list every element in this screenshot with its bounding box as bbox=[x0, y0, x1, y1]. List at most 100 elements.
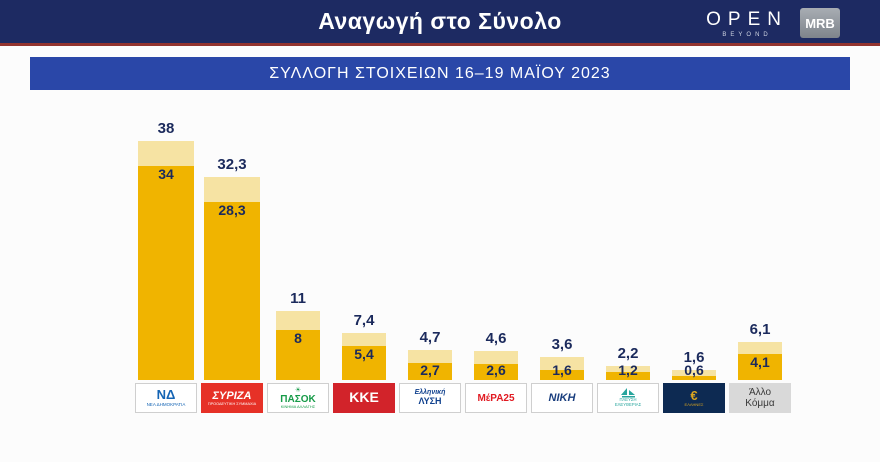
result-bar bbox=[408, 350, 452, 380]
party-logo-elliniki-lysi: Ελληνική ΛΥΣΗ bbox=[399, 383, 461, 413]
party-logo-text: ΠΛΕΥΣΗ bbox=[619, 397, 637, 403]
bar-high-segment bbox=[342, 333, 386, 346]
bar-area: 6,1 4,1 bbox=[727, 100, 793, 380]
party-logo-kke: ΚΚΕ bbox=[333, 383, 395, 413]
bar-high-segment bbox=[138, 140, 194, 166]
bar-low-label: 8 bbox=[294, 329, 302, 346]
bar-area: 3,6 1,6 bbox=[529, 100, 595, 380]
party-logo-text: ΚΙΝΗΜΑ ΑΛΛΑΓΗΣ bbox=[280, 403, 316, 409]
bar-high-segment bbox=[204, 176, 260, 202]
party-logo-niki: ΝΙΚΗ bbox=[531, 383, 593, 413]
page-title: Αναγωγή στο Σύνολο bbox=[318, 8, 562, 34]
party-logo-text: Κόμμα bbox=[745, 398, 775, 409]
party-column-nea-dimokratia: 38 34 ΝΔ ΝΕΑ ΔΗΜΟΚΡΑΤΙΑ bbox=[133, 100, 199, 415]
party-logo-text: ΚΚΕ bbox=[349, 389, 379, 406]
bar-area: 32,3 28,3 bbox=[199, 100, 265, 380]
bar-low-label: 28,3 bbox=[218, 201, 246, 218]
result-bar bbox=[540, 357, 584, 380]
bar-low-segment bbox=[138, 165, 194, 380]
bar-area: 7,4 5,4 bbox=[331, 100, 397, 380]
bar-high-label: 32,3 bbox=[217, 155, 247, 173]
bar-area: 2,2 1,2 bbox=[595, 100, 661, 380]
result-bar bbox=[474, 351, 518, 380]
party-logo-plefsi-eleftherias: ΠΛΕΥΣΗ ΕΛΕΥΘΕΡΙΑΣ bbox=[597, 383, 659, 413]
party-column-pasok: 11 8 ☀ ΠΑΣΟΚ ΚΙΝΗΜΑ ΑΛΛΑΓΗΣ bbox=[265, 100, 331, 415]
bar-area: 4,7 2,7 bbox=[397, 100, 463, 380]
party-column-allo-komma: 6,1 4,1 Άλλο Κόμμα bbox=[727, 100, 793, 415]
bar-low-segment bbox=[342, 345, 386, 380]
party-logo-syriza: ΣΥΡΙΖΑ ΠΡΟΟΔΕΥΤΙΚΗ ΣΥΜΜΑΧΙΑ bbox=[201, 383, 263, 413]
bar-area: 11 8 bbox=[265, 100, 331, 380]
mrb-logo: MRB bbox=[800, 8, 840, 38]
party-logo-text: ΕΛΛΗΝΕΣ bbox=[684, 401, 704, 407]
party-logo-text: Άλλο bbox=[748, 387, 772, 398]
bar-high-label: 2,2 bbox=[617, 345, 639, 363]
result-bar bbox=[606, 366, 650, 380]
bar-high-segment bbox=[672, 369, 716, 377]
party-column-mera25: 4,6 2,6 ΜέΡΑ25 bbox=[463, 100, 529, 415]
bar-high-label: 4,6 bbox=[485, 330, 507, 348]
bar-low-segment bbox=[738, 354, 782, 380]
bar-low-segment bbox=[204, 201, 260, 380]
party-column-kke: 7,4 5,4 ΚΚΕ bbox=[331, 100, 397, 415]
bar-high-label: 3,6 bbox=[551, 336, 573, 354]
party-logo-text: ΣΥΡΙΖΑ bbox=[212, 389, 252, 402]
open-tv-logo: OPEN BEYOND bbox=[706, 9, 788, 38]
party-logo-text: € bbox=[690, 387, 698, 403]
result-bar bbox=[276, 310, 320, 380]
party-logo-mera25: ΜέΡΑ25 bbox=[465, 383, 527, 413]
bar-low-label: 1,2 bbox=[618, 362, 638, 378]
party-logo-text: ΝΙΚΗ bbox=[548, 391, 576, 404]
party-logo-nea-dimokratia: ΝΔ ΝΕΑ ΔΗΜΟΚΡΑΤΙΑ bbox=[135, 383, 197, 413]
bar-low-label: 34 bbox=[158, 165, 174, 182]
bar-area: 1,6 0,6 bbox=[661, 100, 727, 380]
bar-low-segment bbox=[276, 329, 320, 380]
bar-low-segment bbox=[474, 363, 518, 380]
party-logo-text: ΠΡΟΟΔΕΥΤΙΚΗ ΣΥΜΜΑΧΙΑ bbox=[207, 401, 257, 406]
party-logo-text: ΜέΡΑ25 bbox=[477, 392, 515, 404]
bar-low-label: 5,4 bbox=[354, 345, 374, 362]
party-logo-pasok: ☀ ΠΑΣΟΚ ΚΙΝΗΜΑ ΑΛΛΑΓΗΣ bbox=[267, 383, 329, 413]
bar-low-label: 0,6 bbox=[684, 362, 704, 378]
party-logo-ellines: € ΕΛΛΗΝΕΣ bbox=[663, 383, 725, 413]
party-column-niki: 3,6 1,6 ΝΙΚΗ bbox=[529, 100, 595, 415]
party-logo-text: ΠΑΣΟΚ bbox=[280, 393, 316, 405]
bar-high-label: 4,7 bbox=[419, 329, 441, 347]
result-bar bbox=[138, 140, 194, 380]
bar-high-segment bbox=[474, 351, 518, 364]
bar-area: 38 34 bbox=[133, 100, 199, 380]
party-logo-allo-komma: Άλλο Κόμμα bbox=[729, 383, 791, 413]
party-column-elliniki-lysi: 4,7 2,7 Ελληνική ΛΥΣΗ bbox=[397, 100, 463, 415]
bar-low-segment bbox=[672, 376, 716, 380]
bar-low-label: 4,1 bbox=[750, 354, 770, 371]
party-logo-text: ΛΥΣΗ bbox=[418, 395, 442, 406]
party-column-ellines: 1,6 0,6 € ΕΛΛΗΝΕΣ bbox=[661, 100, 727, 415]
result-bar bbox=[204, 176, 260, 380]
bar-low-segment bbox=[408, 362, 452, 380]
party-column-syriza: 32,3 28,3 ΣΥΡΙΖΑ ΠΡΟΟΔΕΥΤΙΚΗ ΣΥΜΜΑΧΙΑ bbox=[199, 100, 265, 415]
sailboat-icon bbox=[620, 388, 635, 398]
bar-high-label: 38 bbox=[157, 119, 175, 137]
result-bar bbox=[672, 369, 716, 380]
bar-high-label: 7,4 bbox=[353, 312, 375, 330]
party-logo-text: ΝΕΑ ΔΗΜΟΚΡΑΤΙΑ bbox=[146, 401, 186, 407]
bar-high-label: 1,6 bbox=[683, 348, 705, 366]
result-bar bbox=[342, 333, 386, 380]
bar-area: 4,6 2,6 bbox=[463, 100, 529, 380]
header-bar: Αναγωγή στο Σύνολο OPEN BEYOND MRB bbox=[0, 0, 880, 46]
bar-high-segment bbox=[276, 310, 320, 330]
open-logo-text: OPEN bbox=[706, 9, 788, 30]
bar-high-label: 11 bbox=[290, 289, 306, 307]
bar-high-segment bbox=[606, 366, 650, 373]
open-beyond-text: BEYOND bbox=[722, 32, 772, 38]
bar-low-label: 2,7 bbox=[420, 362, 440, 378]
subtitle-bar: ΣΥΛΛΟΓΗ ΣΤΟΙΧΕΙΩΝ 16–19 ΜΑΪΟΥ 2023 bbox=[30, 57, 850, 90]
bar-high-label: 6,1 bbox=[749, 320, 771, 338]
result-bar bbox=[738, 341, 782, 380]
party-logo-text: ΕΛΕΥΘΕΡΙΑΣ bbox=[614, 402, 642, 407]
bar-low-segment bbox=[606, 372, 650, 380]
bar-low-label: 2,6 bbox=[486, 362, 506, 378]
bar-low-segment bbox=[540, 369, 584, 380]
bar-high-segment bbox=[540, 357, 584, 370]
